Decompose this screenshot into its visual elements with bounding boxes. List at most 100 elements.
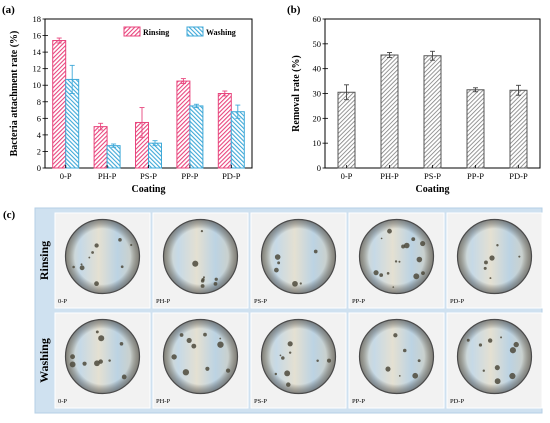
bar-rinsing-PD-P — [217, 93, 232, 169]
bar-rinsing-PP-P — [176, 80, 191, 169]
panel-label-c: (c) — [3, 209, 16, 221]
bacterial-colony — [202, 276, 205, 279]
bacterial-colony — [274, 254, 281, 260]
petri-dish-rim — [162, 218, 239, 295]
photo-cell: PP-P — [348, 312, 445, 409]
sample-label: PS-P — [254, 298, 267, 305]
bacterial-colony — [274, 372, 278, 376]
x-tick-label: PH-P — [98, 171, 117, 181]
bacterial-colony — [496, 244, 499, 247]
sample-label: PH-P — [156, 298, 170, 305]
bacterial-colony — [182, 369, 190, 376]
bacterial-colony — [281, 356, 285, 360]
bacterial-colony — [483, 266, 487, 270]
x-axis-title: Coating — [416, 184, 450, 195]
petri-dish-rim — [260, 218, 337, 295]
y-tick-label: 4 — [37, 130, 42, 140]
sample-label: PP-P — [352, 398, 365, 405]
x-tick-label: PP-P — [181, 171, 198, 181]
bacterial-colony — [108, 359, 111, 362]
bacterial-colony — [416, 256, 423, 263]
bacterial-colony — [118, 238, 122, 242]
bacterial-colony — [518, 255, 521, 258]
photo-cell: 0-P — [54, 312, 151, 409]
photo-cell: PH-P — [152, 312, 249, 409]
bacterial-colony — [120, 265, 124, 269]
row-label-washing: Washing — [37, 338, 51, 383]
bacterial-colony — [94, 360, 100, 367]
petri-dish-rim — [260, 318, 337, 395]
bacterial-colony — [94, 281, 99, 287]
x-tick-label: PS-P — [424, 171, 441, 181]
bacterial-colony — [274, 267, 279, 273]
bacterial-colony — [313, 249, 318, 254]
bacterial-colony — [421, 271, 425, 276]
x-tick-label: PS-P — [140, 171, 157, 181]
y-tick-label: 60 — [313, 14, 322, 24]
bacterial-colony — [398, 260, 401, 263]
bacterial-colony — [484, 260, 488, 265]
chart-b: 0 10 20 30 40 50 60 0-P PH-P PS-P PP-P PD-P Coating R… — [291, 14, 541, 195]
bacterial-colony — [79, 265, 85, 271]
bacterial-colony — [292, 280, 298, 287]
bacterial-colony — [119, 341, 124, 346]
x-tick-label: 0-P — [60, 171, 72, 181]
bacterial-colony — [200, 284, 205, 288]
bacterial-colony — [91, 251, 94, 254]
legend-label-washing: Washing — [206, 28, 236, 37]
y-tick-label: 10 — [33, 80, 42, 90]
bacterial-colony — [130, 243, 133, 247]
panel-label-a: (a) — [2, 4, 15, 16]
bacterial-colony — [219, 337, 222, 340]
bacterial-colony — [394, 260, 398, 263]
photo-cell: PD-P — [446, 312, 543, 409]
bar-washing-PS-P — [148, 142, 162, 169]
bacterial-colony — [398, 374, 401, 377]
bacterial-colony — [171, 354, 177, 360]
bacterial-colony — [82, 361, 87, 366]
sample-label: 0-P — [58, 298, 67, 305]
legend-swatch-washing — [186, 26, 204, 37]
x-tick-label: PP-P — [467, 171, 484, 181]
bacterial-colony — [288, 351, 292, 354]
sample-label: 0-P — [58, 398, 67, 405]
bacterial-colony — [277, 261, 281, 265]
bacterial-colony — [387, 228, 392, 234]
bacterial-colony — [413, 273, 420, 280]
bacterial-colony — [380, 237, 383, 240]
bacterial-colony — [95, 330, 99, 334]
y-tick-label: 40 — [313, 64, 322, 74]
y-tick-label: 0 — [37, 163, 41, 173]
y-tick-label: 14 — [33, 47, 42, 57]
photo-cell: 0-P — [54, 212, 151, 309]
bacterial-colony — [393, 333, 398, 338]
legend-label-rinsing: Rinsing — [143, 28, 169, 37]
sample-label: PH-P — [156, 398, 170, 405]
y-tick-label: 8 — [37, 97, 41, 107]
bar-rinsing-PH-P — [93, 126, 108, 169]
bacterial-colony — [98, 359, 103, 364]
petri-dish-rim — [456, 318, 533, 395]
bacterial-colony — [379, 273, 384, 277]
bacterial-colony — [494, 365, 500, 371]
y-tick-label: 10 — [313, 138, 322, 148]
y-tick-label: 12 — [33, 64, 42, 74]
bacterial-colony — [213, 282, 218, 286]
bacterial-colony — [284, 370, 291, 377]
bar-washing-PH-P — [106, 145, 121, 169]
bacterial-colony — [217, 341, 224, 348]
bacterial-colony — [203, 332, 207, 337]
bacterial-colony — [279, 354, 282, 357]
bacterial-colony — [373, 270, 379, 276]
bacterial-colony — [326, 358, 332, 363]
bacterial-colony — [417, 359, 421, 363]
bacterial-colony — [98, 335, 105, 342]
x-tick-label: PH-P — [380, 171, 399, 181]
bacterial-colony — [385, 366, 391, 372]
photo-cell: PD-P — [446, 212, 543, 309]
chart-a: 0 2 4 6 8 10 12 14 16 18 0-P PH-P PS-P PP-P PD-P Coatin… — [9, 14, 253, 195]
bar-removal-PH-P — [380, 54, 399, 169]
bacterial-colony — [200, 279, 205, 283]
bar-removal-PP-P — [466, 89, 485, 169]
